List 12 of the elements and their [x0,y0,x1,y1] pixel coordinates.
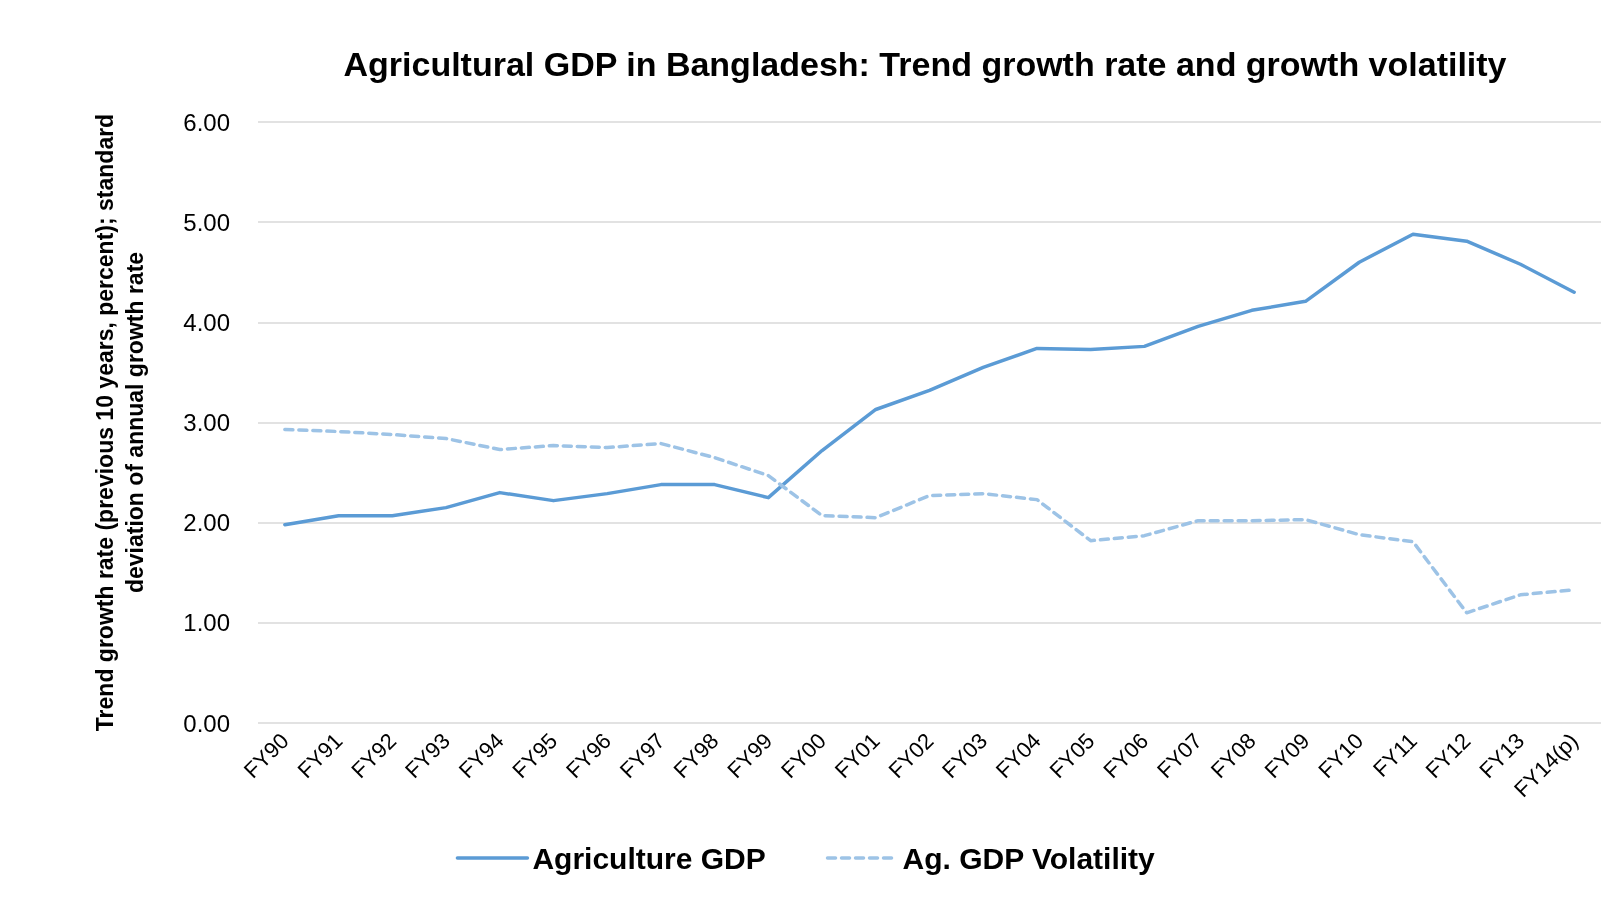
y-tick-label: 5.00 [183,208,230,236]
y-axis-title: Trend growth rate (previous 10 years, percent); standard deviation of annual growth rate [92,113,148,732]
y-tick-label: 6.00 [183,108,230,136]
y-tick-label: 3.00 [183,409,230,436]
chart-title: Agricultural GDP in Bangladesh: Trend growth rate and growth volatility [343,45,1507,83]
y-tick-label: 2.00 [183,509,230,537]
legend-label: Ag. GDP Volatility [902,841,1156,875]
y-tick-label: 4.00 [183,308,230,336]
y-tick-label: 0.00 [183,709,230,737]
y-tick-label: 1.00 [183,609,230,637]
line-series [283,232,1576,527]
legend-label: Agriculture GDP [532,841,766,875]
